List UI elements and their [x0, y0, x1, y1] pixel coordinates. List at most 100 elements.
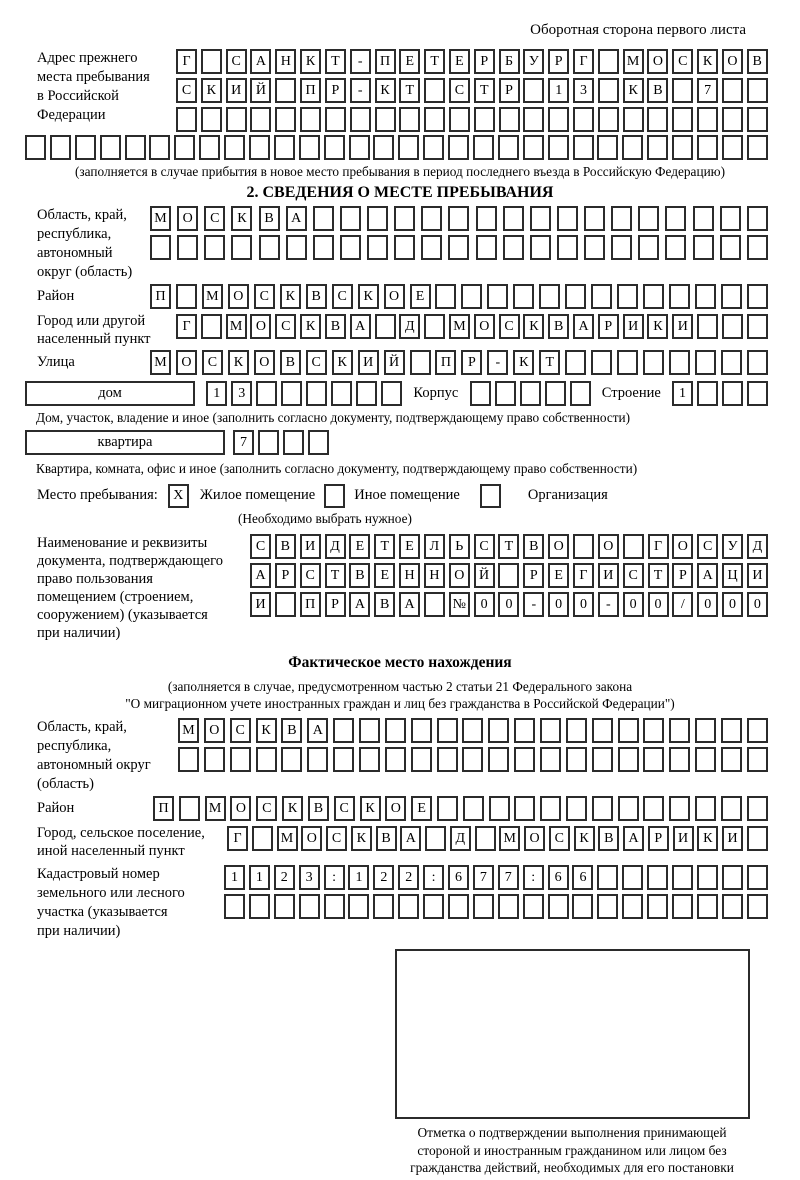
char-cell[interactable]	[746, 350, 768, 375]
char-cell[interactable]	[529, 206, 551, 231]
char-cell[interactable]: К	[513, 350, 535, 375]
char-cell[interactable]	[519, 381, 541, 406]
char-cell[interactable]: 6	[448, 865, 470, 890]
char-cell[interactable]: 2	[273, 865, 295, 890]
char-cell[interactable]	[249, 135, 271, 160]
char-cell[interactable]	[462, 718, 484, 743]
char-cell[interactable]: 7	[472, 865, 494, 890]
char-cell[interactable]: В	[307, 796, 329, 821]
char-cell[interactable]: С	[225, 49, 247, 74]
char-cell[interactable]: Т	[324, 49, 346, 74]
char-cell[interactable]: 1	[224, 865, 245, 890]
char-cell[interactable]	[669, 796, 691, 821]
char-cell[interactable]	[488, 796, 510, 821]
char-cell[interactable]	[323, 894, 345, 919]
char-cell[interactable]	[275, 78, 297, 103]
char-cell[interactable]	[281, 381, 303, 406]
char-cell[interactable]	[494, 381, 516, 406]
char-cell[interactable]: Р	[274, 563, 296, 588]
char-cell[interactable]	[475, 235, 497, 260]
char-cell[interactable]: А	[399, 592, 421, 617]
char-cell[interactable]: 3	[298, 865, 320, 890]
char-cell[interactable]	[522, 894, 544, 919]
char-cell[interactable]	[547, 135, 569, 160]
char-cell[interactable]: С	[473, 534, 495, 559]
char-cell[interactable]	[721, 78, 743, 103]
char-cell[interactable]	[339, 206, 361, 231]
char-cell[interactable]: Е	[448, 49, 470, 74]
char-cell[interactable]: О	[524, 826, 545, 851]
char-cell[interactable]	[174, 135, 196, 160]
char-cell[interactable]	[461, 284, 483, 309]
char-cell[interactable]	[622, 865, 644, 890]
char-cell[interactable]	[746, 826, 768, 851]
char-cell[interactable]	[746, 235, 768, 260]
char-cell[interactable]	[473, 107, 495, 132]
char-cell[interactable]: Д	[324, 534, 346, 559]
char-cell[interactable]	[746, 747, 768, 772]
char-cell[interactable]	[597, 49, 619, 74]
char-cell[interactable]: М	[178, 718, 199, 743]
char-cell[interactable]	[367, 206, 388, 231]
char-cell[interactable]: 3	[231, 381, 253, 406]
char-cell[interactable]: К	[227, 350, 249, 375]
char-cell[interactable]: С	[498, 314, 520, 339]
char-cell[interactable]	[540, 796, 562, 821]
char-cell[interactable]: А	[250, 563, 271, 588]
char-cell[interactable]	[672, 107, 694, 132]
char-cell[interactable]	[258, 430, 279, 455]
char-cell[interactable]: У	[523, 49, 545, 74]
char-cell[interactable]	[611, 235, 633, 260]
char-cell[interactable]: Р	[473, 49, 495, 74]
char-cell[interactable]: 0	[697, 592, 719, 617]
char-cell[interactable]	[498, 563, 520, 588]
char-cell[interactable]	[647, 107, 669, 132]
char-cell[interactable]: -	[523, 592, 545, 617]
char-cell[interactable]: №	[448, 592, 470, 617]
char-cell[interactable]: У	[722, 534, 744, 559]
char-cell[interactable]: Р	[324, 78, 346, 103]
char-cell[interactable]	[487, 284, 509, 309]
char-cell[interactable]	[225, 107, 247, 132]
char-cell[interactable]: Г	[176, 314, 197, 339]
char-cell[interactable]	[622, 107, 644, 132]
char-cell[interactable]: 7	[497, 865, 519, 890]
char-cell[interactable]	[203, 747, 225, 772]
char-cell[interactable]	[548, 107, 570, 132]
char-cell[interactable]	[746, 78, 768, 103]
char-cell[interactable]: А	[250, 49, 272, 74]
char-cell[interactable]: С	[229, 718, 251, 743]
char-cell[interactable]: И	[622, 314, 644, 339]
char-cell[interactable]	[721, 747, 743, 772]
char-cell[interactable]	[672, 894, 694, 919]
char-cell[interactable]	[359, 718, 381, 743]
char-cell[interactable]: О	[647, 49, 669, 74]
char-cell[interactable]: 0	[548, 592, 570, 617]
char-cell[interactable]	[566, 796, 587, 821]
char-cell[interactable]	[423, 894, 445, 919]
char-cell[interactable]	[746, 107, 768, 132]
char-cell[interactable]: 1	[548, 78, 570, 103]
char-cell[interactable]: С	[256, 796, 278, 821]
char-cell[interactable]	[669, 284, 691, 309]
char-cell[interactable]: К	[279, 284, 301, 309]
char-cell[interactable]	[572, 135, 594, 160]
char-cell[interactable]: Й	[383, 350, 405, 375]
char-cell[interactable]	[746, 135, 768, 160]
char-cell[interactable]: Р	[597, 314, 619, 339]
char-cell[interactable]: К	[300, 314, 322, 339]
char-cell[interactable]: П	[153, 796, 174, 821]
char-cell[interactable]	[638, 206, 660, 231]
char-cell[interactable]: Д	[449, 826, 471, 851]
char-cell[interactable]: -	[487, 350, 509, 375]
char-cell[interactable]: :	[323, 865, 345, 890]
char-cell[interactable]: А	[307, 718, 329, 743]
char-cell[interactable]	[448, 107, 470, 132]
char-cell[interactable]: К	[647, 314, 669, 339]
char-cell[interactable]: Р	[324, 592, 346, 617]
char-cell[interactable]: К	[622, 78, 644, 103]
char-cell[interactable]	[669, 350, 691, 375]
char-cell[interactable]	[435, 284, 457, 309]
char-cell[interactable]: Е	[349, 534, 371, 559]
char-cell[interactable]	[448, 894, 470, 919]
